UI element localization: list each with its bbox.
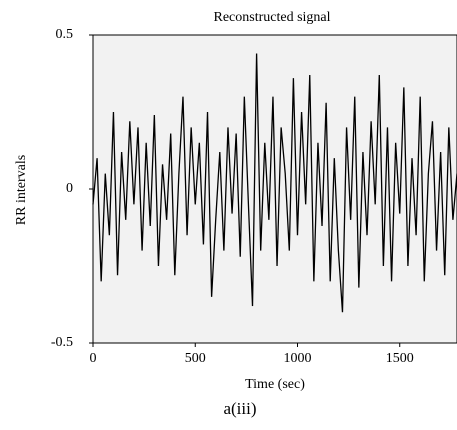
- x-axis-label: Time (sec): [245, 377, 305, 392]
- y-tick-label: 0: [66, 181, 73, 196]
- y-axis-label: RR intervals: [14, 155, 29, 225]
- y-tick-label: 0.5: [56, 27, 74, 42]
- caption: a(iii): [223, 399, 256, 418]
- x-tick-label: 1000: [283, 351, 311, 366]
- x-tick-label: 0: [90, 351, 97, 366]
- x-tick-label: 1500: [386, 351, 414, 366]
- x-tick-label: 500: [185, 351, 206, 366]
- y-tick-label: -0.5: [51, 335, 73, 350]
- chart-title: Reconstructed signal: [213, 10, 330, 25]
- signal-line: [92, 53, 457, 313]
